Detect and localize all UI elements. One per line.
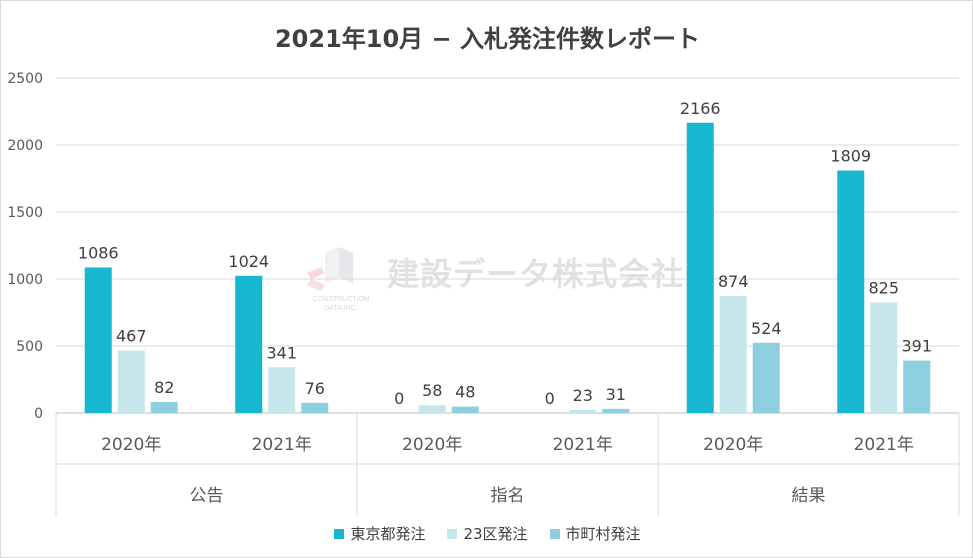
bar — [84, 267, 112, 413]
bar — [268, 367, 296, 413]
watermark-logo-line1: CONSTRUCTION — [313, 296, 369, 303]
legend-swatch-municipal — [549, 528, 560, 539]
bar — [235, 275, 263, 413]
y-tick-label: 2000 — [7, 138, 43, 154]
bar — [719, 295, 747, 413]
legend-swatch-23ku — [447, 528, 458, 539]
x-group-label: 公告 — [190, 486, 224, 506]
bar — [686, 122, 714, 414]
legend-label-municipal: 市町村発注 — [565, 525, 641, 543]
data-label: 48 — [455, 383, 475, 402]
data-label: 2166 — [680, 99, 721, 118]
x-tick-label: 2020年 — [402, 435, 462, 455]
data-label: 31 — [606, 385, 626, 404]
construction-data-logo-icon: CONSTRUCTION DATA,INC. — [307, 247, 369, 312]
data-label: 23 — [573, 386, 593, 405]
data-label: 341 — [266, 343, 297, 362]
data-label: 1086 — [78, 243, 119, 262]
legend: 東京都発注 23区発注 市町村発注 — [1, 523, 973, 544]
legend-label-23ku: 23区発注 — [463, 525, 528, 543]
data-label: 1809 — [830, 147, 871, 166]
x-group-label: 結果 — [792, 486, 826, 506]
data-label: 391 — [901, 337, 932, 356]
x-tick-label: 2020年 — [703, 435, 763, 455]
watermark-text: 建設データ株式会社 — [387, 255, 685, 293]
x-tick-label: 2021年 — [252, 435, 312, 455]
legend-label-tokyo: 東京都発注 — [350, 525, 426, 543]
bar — [117, 350, 145, 413]
y-tick-label: 1500 — [7, 205, 43, 221]
legend-swatch-tokyo — [334, 528, 345, 539]
bar — [903, 360, 931, 413]
x-tick-label: 2021年 — [553, 435, 613, 455]
data-label: 0 — [394, 389, 404, 408]
legend-item-municipal: 市町村発注 — [549, 523, 641, 544]
data-label: 1024 — [228, 252, 269, 271]
y-tick-label: 2500 — [7, 71, 43, 87]
bar — [301, 402, 329, 413]
bar — [569, 409, 597, 413]
bar — [752, 342, 780, 413]
y-tick-label: 500 — [16, 339, 43, 355]
x-tick-label: 2020年 — [101, 435, 161, 455]
bar — [150, 402, 178, 413]
legend-item-tokyo: 東京都発注 — [334, 523, 425, 544]
watermark-logo-line2: DATA,INC. — [324, 305, 358, 312]
data-label: 524 — [751, 319, 782, 338]
data-label: 58 — [422, 381, 442, 400]
legend-item-23ku: 23区発注 — [447, 523, 528, 544]
y-tick-label: 0 — [34, 406, 43, 422]
bar — [870, 302, 898, 413]
data-label: 82 — [154, 378, 174, 397]
data-label: 76 — [305, 379, 325, 398]
watermark: CONSTRUCTION DATA,INC. 建設データ株式会社 — [301, 243, 683, 317]
data-label: 874 — [718, 272, 749, 291]
data-label: 467 — [116, 326, 147, 345]
data-label: 0 — [545, 389, 555, 408]
x-group-label: 指名 — [491, 486, 525, 506]
bar — [451, 406, 479, 413]
data-label: 825 — [868, 278, 899, 297]
x-tick-label: 2021年 — [854, 435, 914, 455]
bar — [602, 408, 630, 413]
chart-title: 2021年10月 − 入札発注件数レポート — [274, 25, 700, 53]
bar — [418, 405, 446, 413]
bar — [837, 170, 865, 413]
y-tick-label: 1000 — [7, 272, 43, 288]
